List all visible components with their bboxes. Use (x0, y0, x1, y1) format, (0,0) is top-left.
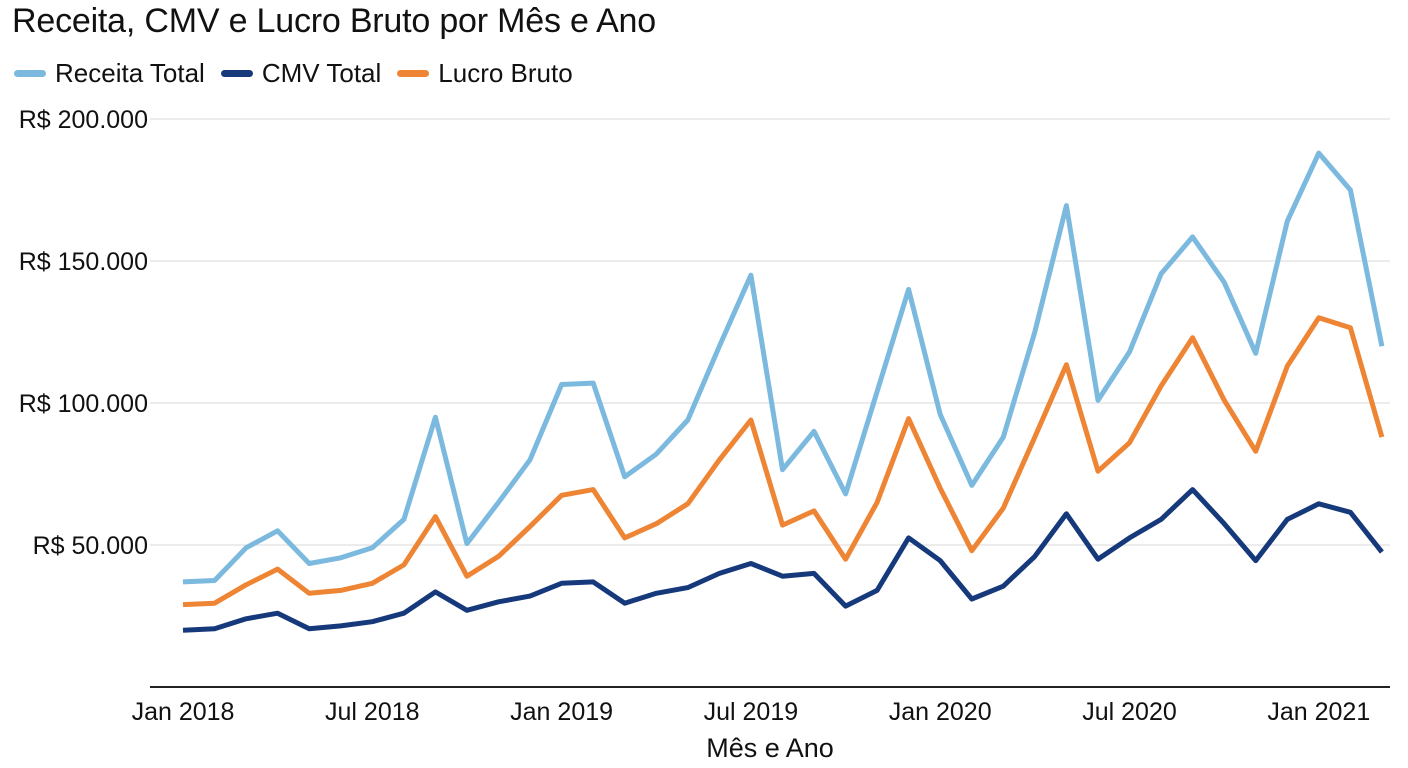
x-axis-title: Mês e Ano (706, 733, 834, 763)
x-axis-ticks: Jan 2018 Jul 2018 Jan 2019 Jul 2019 Jan 2020… (132, 698, 1371, 726)
x-tick-label: Jan 2021 (1267, 698, 1370, 726)
y-tick-label: R$ 100.000 (19, 390, 148, 418)
legend-label-receita: Receita Total (55, 58, 205, 88)
series-line-cmv-total[interactable] (182, 487, 1384, 633)
legend-label-cmv: CMV Total (261, 58, 382, 88)
legend-label-lucro: Lucro Bruto (438, 58, 573, 88)
legend-item-receita[interactable]: Receita Total (14, 58, 205, 89)
legend-swatch-lucro (397, 70, 430, 77)
series-lines (182, 150, 1385, 633)
legend-swatch-cmv (220, 70, 253, 77)
y-axis-ticks: R$ 50.000 R$ 100.000 R$ 150.000 R$ 200.000 (19, 106, 148, 560)
chart-title: Receita, CMV e Lucro Bruto por Mês e Ano (12, 2, 656, 40)
x-tick-label: Jul 2018 (325, 698, 420, 726)
legend-swatch-receita (14, 70, 46, 77)
y-tick-label: R$ 200.000 (19, 106, 148, 134)
x-tick-label: Jan 2020 (889, 698, 992, 726)
legend-item-cmv[interactable]: CMV Total (220, 58, 382, 89)
y-tick-label: R$ 50.000 (33, 532, 148, 560)
x-tick-label: Jan 2018 (132, 698, 235, 726)
x-tick-label: Jul 2019 (704, 698, 799, 726)
y-tick-label: R$ 150.000 (19, 248, 148, 276)
legend-item-lucro[interactable]: Lucro Bruto (397, 58, 573, 89)
series-line-receita-total[interactable] (182, 150, 1385, 585)
x-tick-label: Jan 2019 (510, 698, 613, 726)
x-tick-label: Jul 2020 (1082, 698, 1177, 726)
legend: Receita Total CMV Total Lucro Bruto (14, 58, 589, 89)
series-line-lucro-bruto[interactable] (182, 315, 1385, 608)
